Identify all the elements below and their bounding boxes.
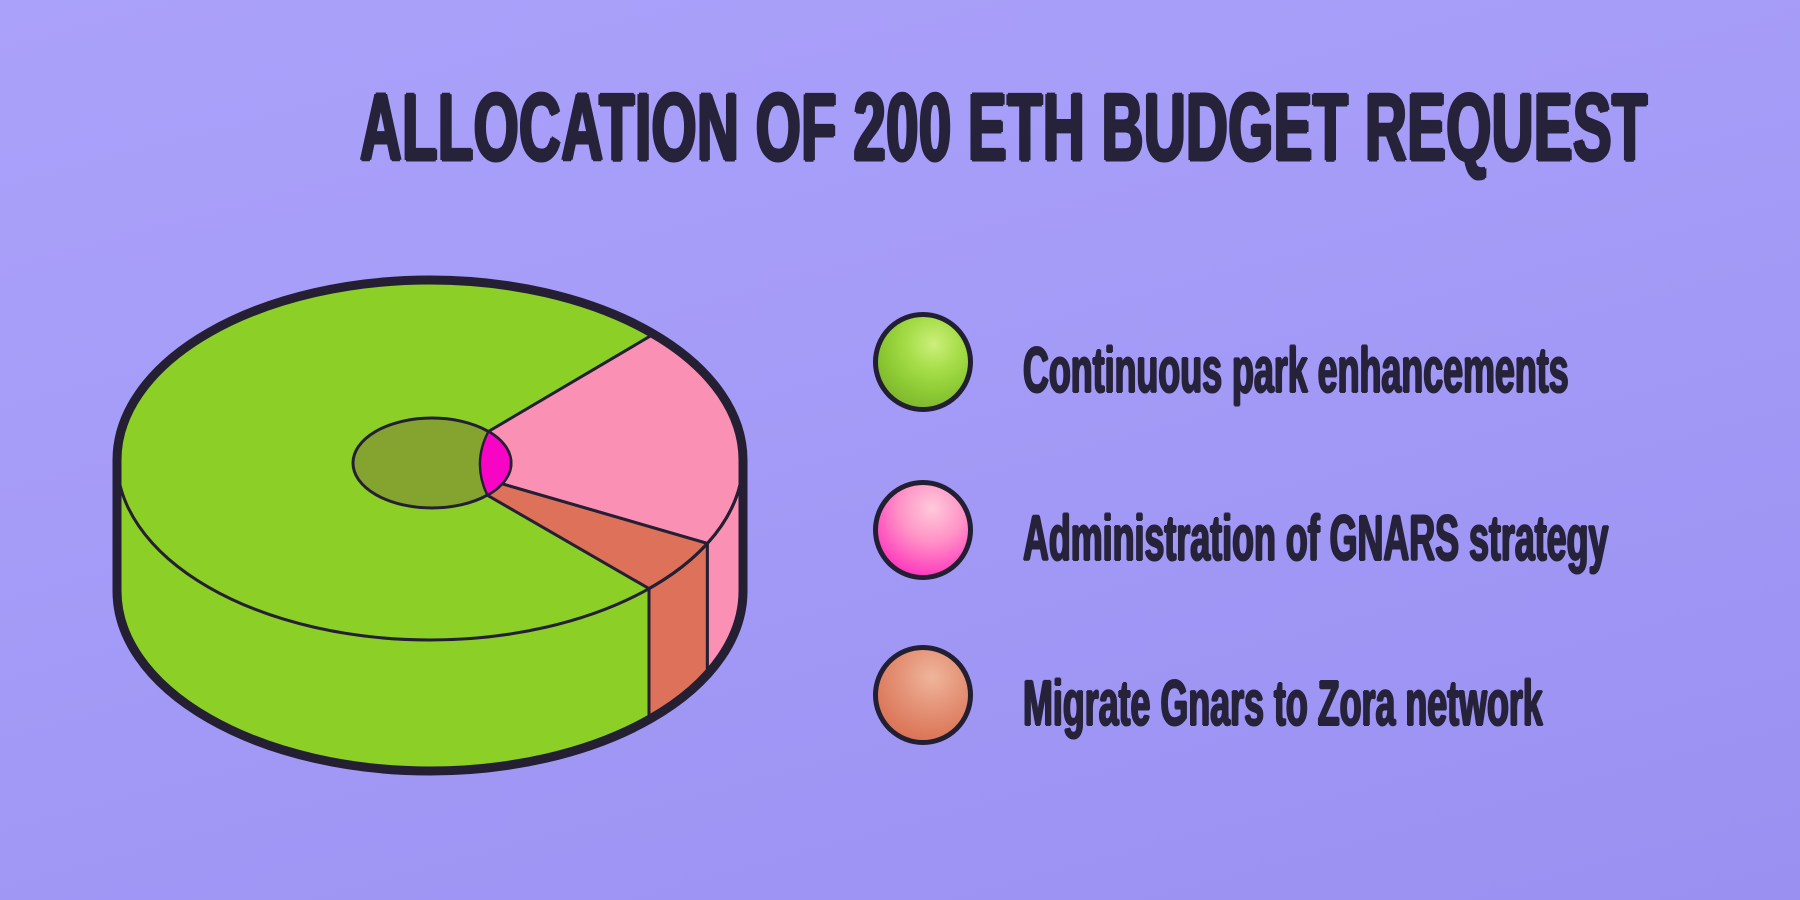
chart-title: ALLOCATION OF 200 ETH BUDGET REQUEST [360,74,1648,181]
pie-side-wall-green [117,460,743,771]
legend-swatch-orange-icon [873,645,973,745]
legend-label: Migrate Gnars to Zora network [1023,667,1543,739]
legend-item: Administration of GNARS strategy [873,480,1800,580]
legend-item: Continuous park enhancements [873,312,1800,412]
pie-hole-inner-wall [478,429,513,497]
legend-swatch-pink-icon [873,480,973,580]
legend-label: Administration of GNARS strategy [1023,502,1609,574]
pie-front-rim-line [115,459,745,642]
legend-swatch-green-icon [873,312,973,412]
legend-label: Continuous park enhancements [1023,334,1569,406]
legend-item: Migrate Gnars to Zora network [873,645,1800,745]
pie-outline [112,275,748,776]
